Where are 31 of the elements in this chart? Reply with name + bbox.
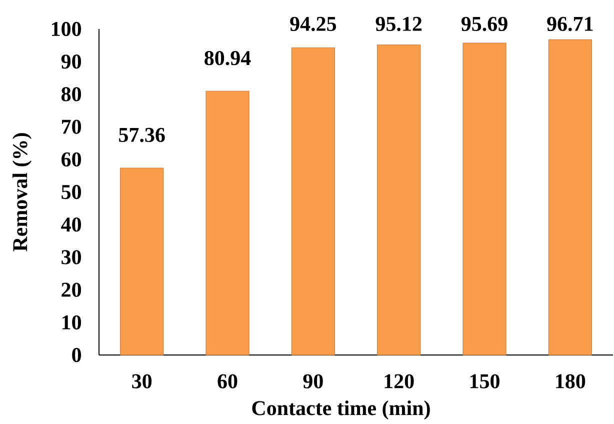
y-tick-label: 40	[61, 218, 82, 232]
y-tick-label: 90	[61, 54, 82, 69]
x-tick-label: 30	[132, 374, 152, 388]
bar	[291, 47, 335, 356]
y-tick-label: 10	[62, 315, 82, 330]
data-label: 80.94	[204, 51, 251, 66]
data-label: 94.25	[290, 16, 336, 32]
y-tick-label: 100	[52, 22, 82, 36]
y-tick-label: 60	[62, 152, 82, 166]
data-label: 96.71	[547, 16, 593, 32]
x-tick-label: 90	[303, 374, 323, 388]
y-tick-label: 0	[72, 348, 82, 362]
y-tick-label: 20	[62, 282, 82, 297]
bar	[462, 42, 506, 356]
bar	[377, 44, 421, 356]
bar	[548, 39, 592, 356]
data-label: 57.36	[119, 128, 165, 142]
x-axis-title: Contacte time (min)	[252, 400, 430, 420]
x-tick-label: 60	[218, 374, 238, 388]
y-tick-label: 70	[62, 120, 82, 134]
bar	[120, 168, 164, 356]
y-tick-label: 80	[61, 87, 82, 102]
data-label: 95.69	[461, 16, 508, 32]
x-tick-label: 180	[556, 374, 586, 388]
bar	[206, 90, 250, 356]
data-label: 95.12	[376, 16, 422, 32]
y-axis-title: Removal (%)	[12, 133, 32, 252]
y-tick-label: 50	[62, 184, 82, 200]
y-tick-label: 30	[62, 250, 82, 264]
x-tick-label: 120	[384, 374, 414, 388]
x-tick-label: 150	[470, 374, 500, 388]
